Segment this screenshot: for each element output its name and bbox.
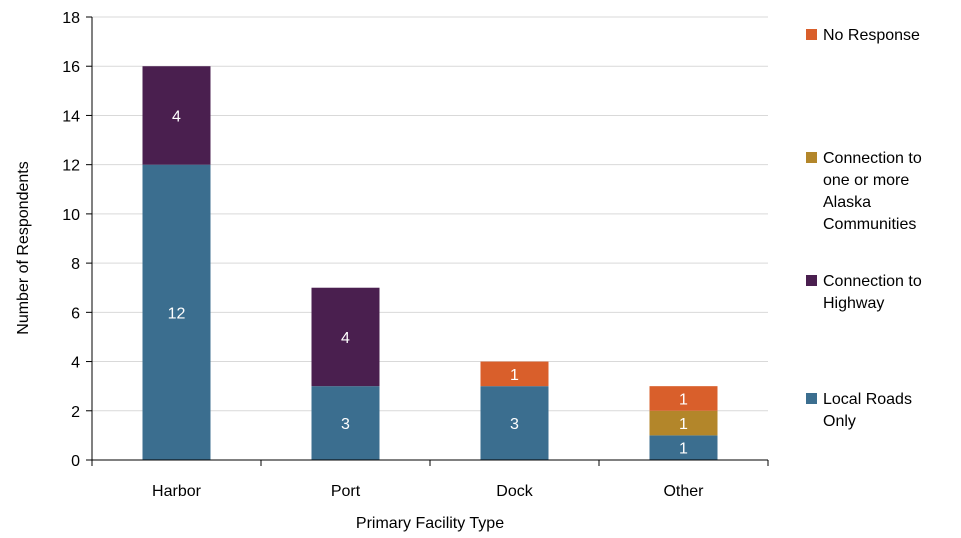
y-tick-label: 16 <box>62 59 80 76</box>
legend-label: Connection to one or more Alaska Communitie… <box>823 150 922 233</box>
y-axis-title: Number of Respondents <box>15 161 32 334</box>
y-tick-label: 4 <box>71 355 80 372</box>
legend-label: Connection to Highway <box>823 273 922 312</box>
x-tick-label: Dock <box>496 483 533 500</box>
y-tick-label: 14 <box>62 108 80 125</box>
legend-item: Local Roads Only <box>806 391 912 430</box>
y-tick-label: 18 <box>62 10 80 27</box>
y-tick-labels: 0 2 4 6 8 10 12 14 16 18 <box>62 10 80 470</box>
axes <box>86 16 769 466</box>
legend-swatch <box>806 152 817 163</box>
bar-data-label: 12 <box>168 305 186 322</box>
bar-data-label: 3 <box>510 416 519 433</box>
legend-swatch <box>806 29 817 40</box>
x-axis-title: Primary Facility Type <box>356 515 504 532</box>
bar-segment <box>649 435 718 460</box>
y-tick-label: 6 <box>71 305 80 322</box>
bar-data-label: 1 <box>679 416 688 433</box>
bar-data-label: 1 <box>679 391 688 408</box>
x-tick-label: Other <box>663 483 704 500</box>
legend-item: No Response <box>806 27 920 44</box>
x-tick-labels: Harbor Port Dock Other <box>152 483 704 500</box>
bar-data-label: 4 <box>172 108 181 125</box>
legend-item: Connection to one or more Alaska Communitie… <box>806 150 922 233</box>
bar-data-label: 3 <box>341 416 350 433</box>
legend: No Response Connection to one or more Alask… <box>806 27 922 430</box>
y-tick-label: 0 <box>71 453 80 470</box>
bar-segment <box>311 287 380 387</box>
bar-segment <box>311 386 380 460</box>
legend-swatch <box>806 275 817 286</box>
bar-data-label: 1 <box>510 367 519 384</box>
x-tick-label: Harbor <box>152 483 202 500</box>
y-tick-label: 8 <box>71 256 80 273</box>
bar-data-label: 1 <box>679 441 688 458</box>
y-tick-label: 12 <box>62 158 80 175</box>
bar-segment <box>649 410 718 436</box>
legend-label: No Response <box>823 27 920 44</box>
bar-data-label: 4 <box>341 330 350 347</box>
bar-segment <box>480 361 549 387</box>
bar-segment <box>142 164 211 460</box>
y-tick-label: 10 <box>62 207 80 224</box>
bar-segment <box>480 386 549 460</box>
y-tick-label: 2 <box>71 404 80 421</box>
legend-item: Connection to Highway <box>806 273 922 312</box>
bar-segment <box>649 386 718 411</box>
legend-swatch <box>806 393 817 404</box>
bar-segment <box>142 66 211 165</box>
bars: 12 4 3 4 3 1 1 1 1 <box>142 66 718 460</box>
x-tick-label: Port <box>331 483 361 500</box>
legend-label: Local Roads Only <box>823 391 912 430</box>
